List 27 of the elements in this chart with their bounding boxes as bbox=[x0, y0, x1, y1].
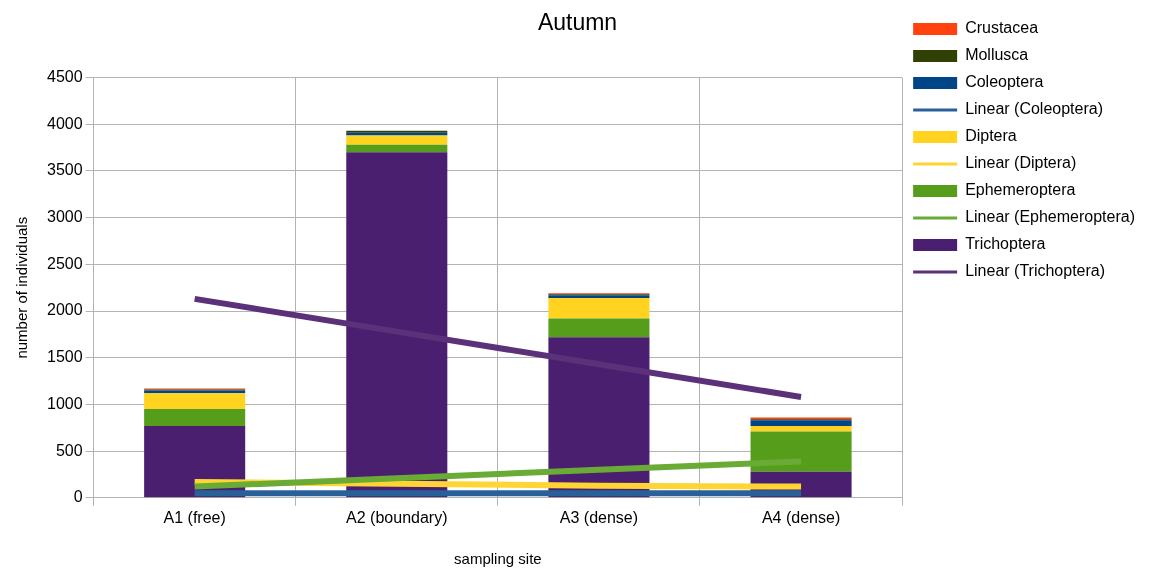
x-tick-label: A3 (dense) bbox=[559, 508, 639, 526]
x-axis-title: sampling site bbox=[454, 550, 542, 568]
y-tick-label: 3500 bbox=[47, 161, 83, 179]
y-tick-label: 2000 bbox=[47, 301, 83, 319]
x-tick-label: A4 (dense) bbox=[761, 508, 841, 526]
x-tick-label: A1 (free) bbox=[163, 508, 226, 526]
y-tick-label: 4500 bbox=[47, 68, 83, 86]
legend-label: Linear (Ephemeroptera) bbox=[965, 208, 1136, 226]
y-tick-label: 3000 bbox=[47, 208, 83, 226]
y-tick-label: 500 bbox=[55, 441, 83, 459]
y-tick-label: 1000 bbox=[47, 394, 83, 412]
y-tick-label: 2500 bbox=[47, 254, 83, 272]
x-tick-label: A2 (boundary) bbox=[346, 508, 448, 526]
legend-label: Trichoptera bbox=[965, 235, 1046, 253]
y-tick-label: 1500 bbox=[47, 348, 83, 366]
legend-label: Diptera bbox=[965, 127, 1017, 145]
y-axis-title: number of individuals bbox=[13, 216, 31, 359]
legend-label: Crustacea bbox=[965, 19, 1039, 37]
y-tick-label: 4000 bbox=[47, 114, 83, 132]
legend-label: Mollusca bbox=[965, 46, 1029, 64]
legend-label: Linear (Diptera) bbox=[965, 154, 1077, 172]
legend-label: Linear (Trichoptera) bbox=[965, 262, 1106, 280]
y-tick-label: 0 bbox=[73, 488, 83, 506]
legend-label: Ephemeroptera bbox=[965, 181, 1076, 199]
legend-label: Linear (Coleoptera) bbox=[965, 100, 1103, 118]
legend-label: Coleoptera bbox=[965, 73, 1044, 91]
chart-title: Autumn bbox=[537, 9, 618, 36]
